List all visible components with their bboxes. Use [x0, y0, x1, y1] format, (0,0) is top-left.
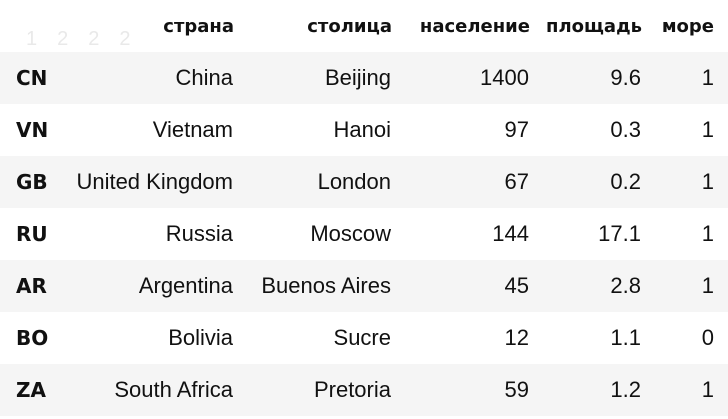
column-header-capital: столица	[307, 15, 392, 37]
cell-country: Bolivia	[168, 325, 233, 350]
cell-population: 1400	[480, 65, 529, 90]
cell-sea: 1	[701, 169, 714, 194]
row-index: AR	[16, 274, 47, 298]
table-row: RU Russia Moscow 144 17.1 1	[0, 208, 728, 260]
table-row: GB United Kingdom London 67 0.2 1	[0, 156, 728, 208]
cell-country: Russia	[165, 221, 233, 246]
column-header-country: страна	[163, 15, 234, 37]
row-index: GB	[16, 170, 48, 194]
cell-sea: 1	[701, 273, 714, 298]
cell-sea: 1	[701, 65, 714, 90]
cell-capital: Moscow	[310, 221, 391, 246]
cell-country: United Kingdom	[76, 169, 233, 194]
row-index: CN	[16, 66, 48, 90]
cell-sea: 0	[701, 325, 714, 350]
table-body: CN China Beijing 1400 9.6 1 VN Vietnam H…	[0, 52, 728, 416]
cell-area: 1.2	[610, 377, 641, 402]
cell-capital: Sucre	[333, 325, 391, 350]
row-index: BO	[16, 326, 49, 350]
cell-country: South Africa	[114, 377, 233, 402]
cell-population: 97	[504, 117, 529, 142]
row-index: RU	[16, 222, 48, 246]
cell-capital: Pretoria	[313, 377, 391, 402]
cell-country: China	[175, 65, 233, 90]
table-row: CN China Beijing 1400 9.6 1	[0, 52, 728, 104]
cell-sea: 1	[701, 117, 714, 142]
cell-sea: 1	[701, 221, 714, 246]
cell-population: 12	[504, 325, 529, 350]
row-index: ZA	[16, 378, 46, 402]
cell-area: 9.6	[610, 65, 641, 90]
cell-population: 144	[492, 221, 529, 246]
cell-capital: Buenos Aires	[261, 273, 391, 298]
cell-country: Argentina	[138, 273, 233, 298]
cell-area: 1.1	[610, 325, 641, 350]
cell-area: 0.2	[610, 169, 641, 194]
cell-population: 59	[504, 377, 529, 402]
cell-area: 0.3	[610, 117, 641, 142]
cell-sea: 1	[701, 377, 714, 402]
cell-area: 2.8	[610, 273, 641, 298]
index-header	[0, 0, 62, 52]
cell-capital: Beijing	[324, 65, 391, 90]
cell-population: 45	[504, 273, 529, 298]
column-header-population: население	[419, 15, 530, 37]
table-row: AR Argentina Buenos Aires 45 2.8 1	[0, 260, 728, 312]
column-header-sea: море	[661, 15, 714, 37]
table-row: BO Bolivia Sucre 12 1.1 0	[0, 312, 728, 364]
cell-area: 17.1	[598, 221, 641, 246]
cell-population: 67	[504, 169, 529, 194]
row-index: VN	[16, 118, 49, 142]
cell-capital: Hanoi	[333, 117, 391, 142]
table-row: VN Vietnam Hanoi 97 0.3 1	[0, 104, 728, 156]
table-header: страна столица население площадь море	[0, 0, 728, 52]
cell-capital: London	[317, 169, 391, 194]
cell-country: Vietnam	[152, 117, 233, 142]
table-row: ZA South Africa Pretoria 59 1.2 1	[0, 364, 728, 416]
header-row: страна столица население площадь море	[0, 0, 728, 52]
column-header-area: площадь	[546, 15, 642, 37]
